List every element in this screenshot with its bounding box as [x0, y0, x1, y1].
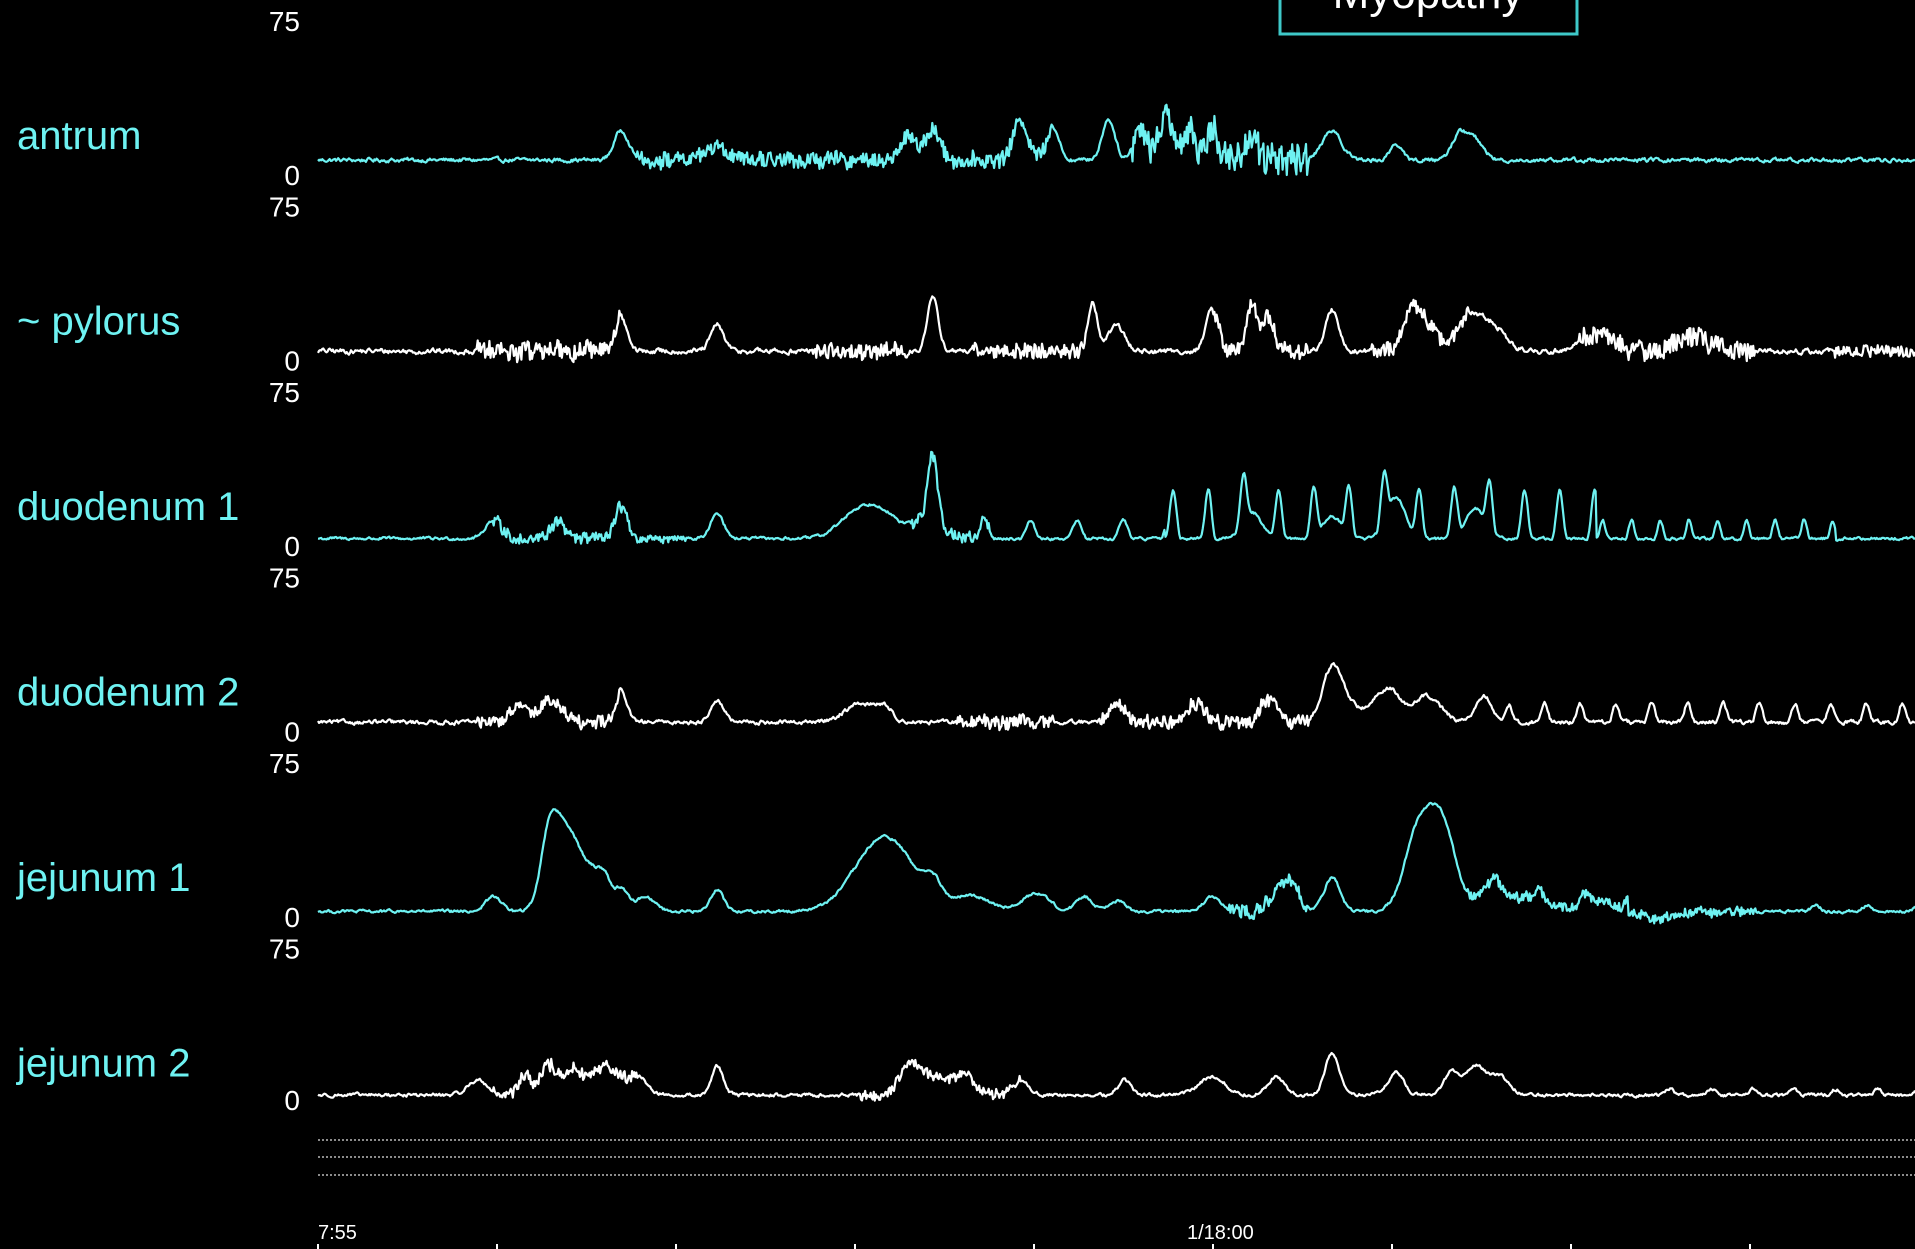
- scale-min-label: 0: [284, 717, 300, 748]
- channel-jejunum-2: jejunum 2 0 75: [16, 934, 1915, 1116]
- channel-trace: [317, 801, 1915, 925]
- top-scale-label: 75: [269, 6, 300, 37]
- scale-min-label: 0: [284, 902, 300, 933]
- header-box-border: [1278, 0, 1579, 36]
- channel-label: duodenum 2: [17, 671, 239, 715]
- channel-trace: [317, 662, 1915, 732]
- scale-max-label: 75: [269, 748, 300, 779]
- channel-duodenum-1: duodenum 1 0 75: [17, 377, 1915, 562]
- scale-min-label: 0: [284, 346, 300, 377]
- header-box-text: Myopathy: [1333, 0, 1524, 18]
- scale-min-label: 0: [284, 160, 300, 191]
- scale-min-label: 0: [284, 1085, 300, 1116]
- channel-trace: [317, 1051, 1915, 1102]
- channel-pylorus: ~ pylorus 0 75: [17, 192, 1915, 377]
- scale-max-label: 75: [269, 377, 300, 408]
- channel-trace: [317, 295, 1915, 364]
- channel-label: antrum: [17, 114, 142, 158]
- time-tick-label: 1/18:00: [1187, 1222, 1254, 1244]
- channel-label: jejunum 1: [16, 856, 190, 900]
- header-box: Myopathy: [1278, 0, 1579, 36]
- time-tick-label: 7:55: [318, 1222, 357, 1244]
- scale-min-label: 0: [284, 531, 300, 562]
- channel-antrum: antrum 0: [17, 103, 1915, 191]
- channel-label: ~ pylorus: [17, 300, 180, 344]
- channel-label: jejunum 2: [16, 1042, 190, 1086]
- channel-trace: [317, 450, 1915, 545]
- channel-trace: [317, 103, 1915, 177]
- channel-jejunum-1: jejunum 1 0 75: [16, 748, 1915, 933]
- scale-max-label: 75: [269, 192, 300, 223]
- scale-max-label: 75: [269, 563, 300, 594]
- scale-max-label: 75: [269, 934, 300, 965]
- time-axis: 7:55 1/18:00: [317, 1222, 1751, 1249]
- channel-duodenum-2: duodenum 2 0 75: [17, 563, 1915, 748]
- channel-label: duodenum 1: [17, 485, 239, 529]
